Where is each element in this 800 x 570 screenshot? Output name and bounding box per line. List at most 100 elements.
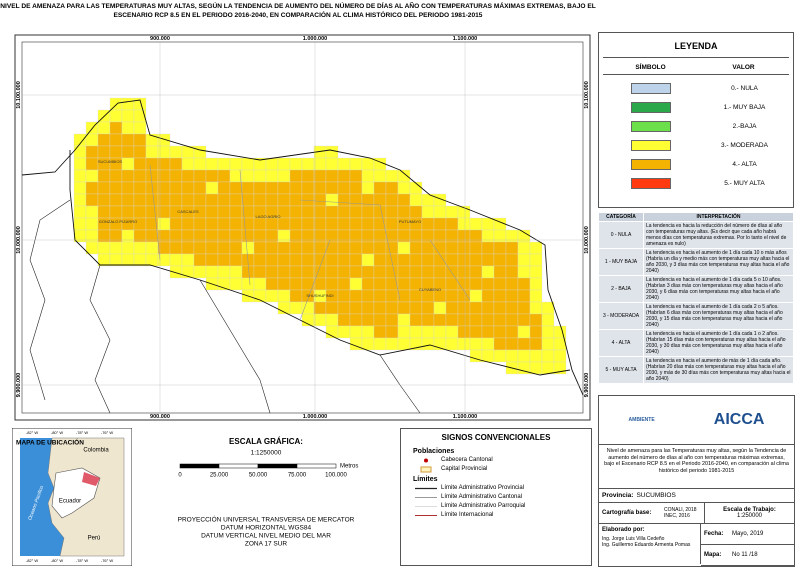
location-map: MAPA DE UBICACIÓN -82° W -82° W -80° W -80° … [12,428,132,566]
hazard-cell [169,181,183,195]
category-cell: 4 - ALTA [598,329,644,357]
hazard-cell [85,157,99,171]
hazard-cell [205,217,219,231]
scale-ratio: 1:1250000 [251,450,282,457]
hazard-cell [349,241,363,255]
hazard-cell [181,193,195,207]
hazard-cell [361,301,375,315]
table-row: 3 - MODERADA La tendencia es hacia el aum… [598,302,794,330]
hazard-cell [361,241,375,255]
hazard-cell [121,193,135,207]
sign-label: Cabecera Cantonal [441,457,493,463]
hazard-cell [121,241,135,255]
canton-label: PUTUMAYO [399,219,421,224]
hazard-cell [349,181,363,195]
hazard-cell [181,217,195,231]
hazard-cell [385,205,399,219]
hazard-cell [301,169,315,183]
sign-symbol [424,458,428,462]
hazard-cell [517,241,531,255]
hazard-cell [325,181,339,195]
hazard-cell [109,193,123,207]
hazard-cell [277,193,291,207]
hazard-cell [445,241,459,255]
hazard-cell [373,301,387,315]
work-scale: Escala de Trabajo: 1:250000 [705,507,794,519]
hazard-cell [253,193,267,207]
hazard-cell [73,217,87,231]
hazard-cell [397,169,411,183]
map-title: NIVEL DE AMENAZA PARA LAS TEMPERATURAS M… [0,3,596,19]
value-header: VALOR [732,64,755,71]
hazard-cell [169,193,183,207]
hazard-cell [361,205,375,219]
hazard-cell [433,313,447,327]
hazard-cell [457,289,471,303]
hazard-cell [277,253,291,267]
work-scale-value: 1:250000 [736,513,763,519]
hazard-cell [289,253,303,267]
hazard-cell [133,133,147,147]
hazard-cell [361,277,375,291]
hazard-cell [205,181,219,195]
hazard-cell [505,301,519,315]
hazard-cell [517,301,531,315]
legend-label: 0.- NULA [731,85,758,92]
y-coord-label: 10.100.000 [584,81,590,109]
hazard-cell [493,241,507,255]
sign-symbol [415,505,437,507]
hazard-cell [337,193,351,207]
hazard-cell [181,181,195,195]
hazard-cell [265,193,279,207]
hazard-cell [385,253,399,267]
hazard-cell [445,253,459,267]
hazard-cell [313,313,327,327]
hazard-cell [409,265,423,279]
info-value: Mayo, 2019 [732,531,764,537]
hazard-cell [241,277,255,291]
category-cell: 3 - MODERADA [598,302,644,330]
hazard-cell [385,169,399,183]
interpretation-cell: La tendencia es hacia el aumento de 1 dí… [643,329,794,357]
hazard-cell [265,157,279,171]
signs-group-header: Poblaciones [413,448,455,455]
x-coord-label: 900.000 [150,414,170,420]
hazard-cell [253,241,267,255]
hazard-cell [385,301,399,315]
hazard-cell [121,97,135,111]
hazard-cell [433,301,447,315]
legend-label: 1.- MUY BAJA [723,104,766,111]
hazard-cell [325,145,339,159]
base-label: Cartografía base: [602,510,652,516]
hazard-cell [85,193,99,207]
hazard-cell [121,253,135,267]
hazard-cell [421,265,435,279]
country-label: Colombia [83,448,109,454]
lon-label: -82° W [26,430,38,435]
hazard-cell [505,325,519,339]
hazard-cell [445,313,459,327]
projection-line: DATUM HORIZONTAL WGS84 [221,525,312,532]
sign-item: Límite Administrativo Cantonal [415,493,577,501]
hazard-cell [361,325,375,339]
hazard-cell [457,241,471,255]
hazard-cell [217,217,231,231]
hazard-cell [217,157,231,171]
table-row: 0 - NULA La tendencia es hacia la reducci… [598,221,794,249]
hazard-cell [205,265,219,279]
hazard-cell [517,289,531,303]
hazard-cell [121,169,135,183]
legend-label: 5.- MUY ALTA [724,180,765,187]
table-row: 2 - BAJA La tendencia es hacia el aumento… [598,275,794,303]
hazard-cell [361,253,375,267]
hazard-cell [349,205,363,219]
legend-swatch [631,159,671,170]
hazard-cell [289,169,303,183]
hazard-cell [193,193,207,207]
y-coord-label: 9.900.000 [16,373,22,397]
hazard-cell [337,265,351,279]
hazard-cell [121,145,135,159]
hazard-cell [241,265,255,279]
hazard-cell [97,205,111,219]
lon-label: -78° W [76,558,88,563]
